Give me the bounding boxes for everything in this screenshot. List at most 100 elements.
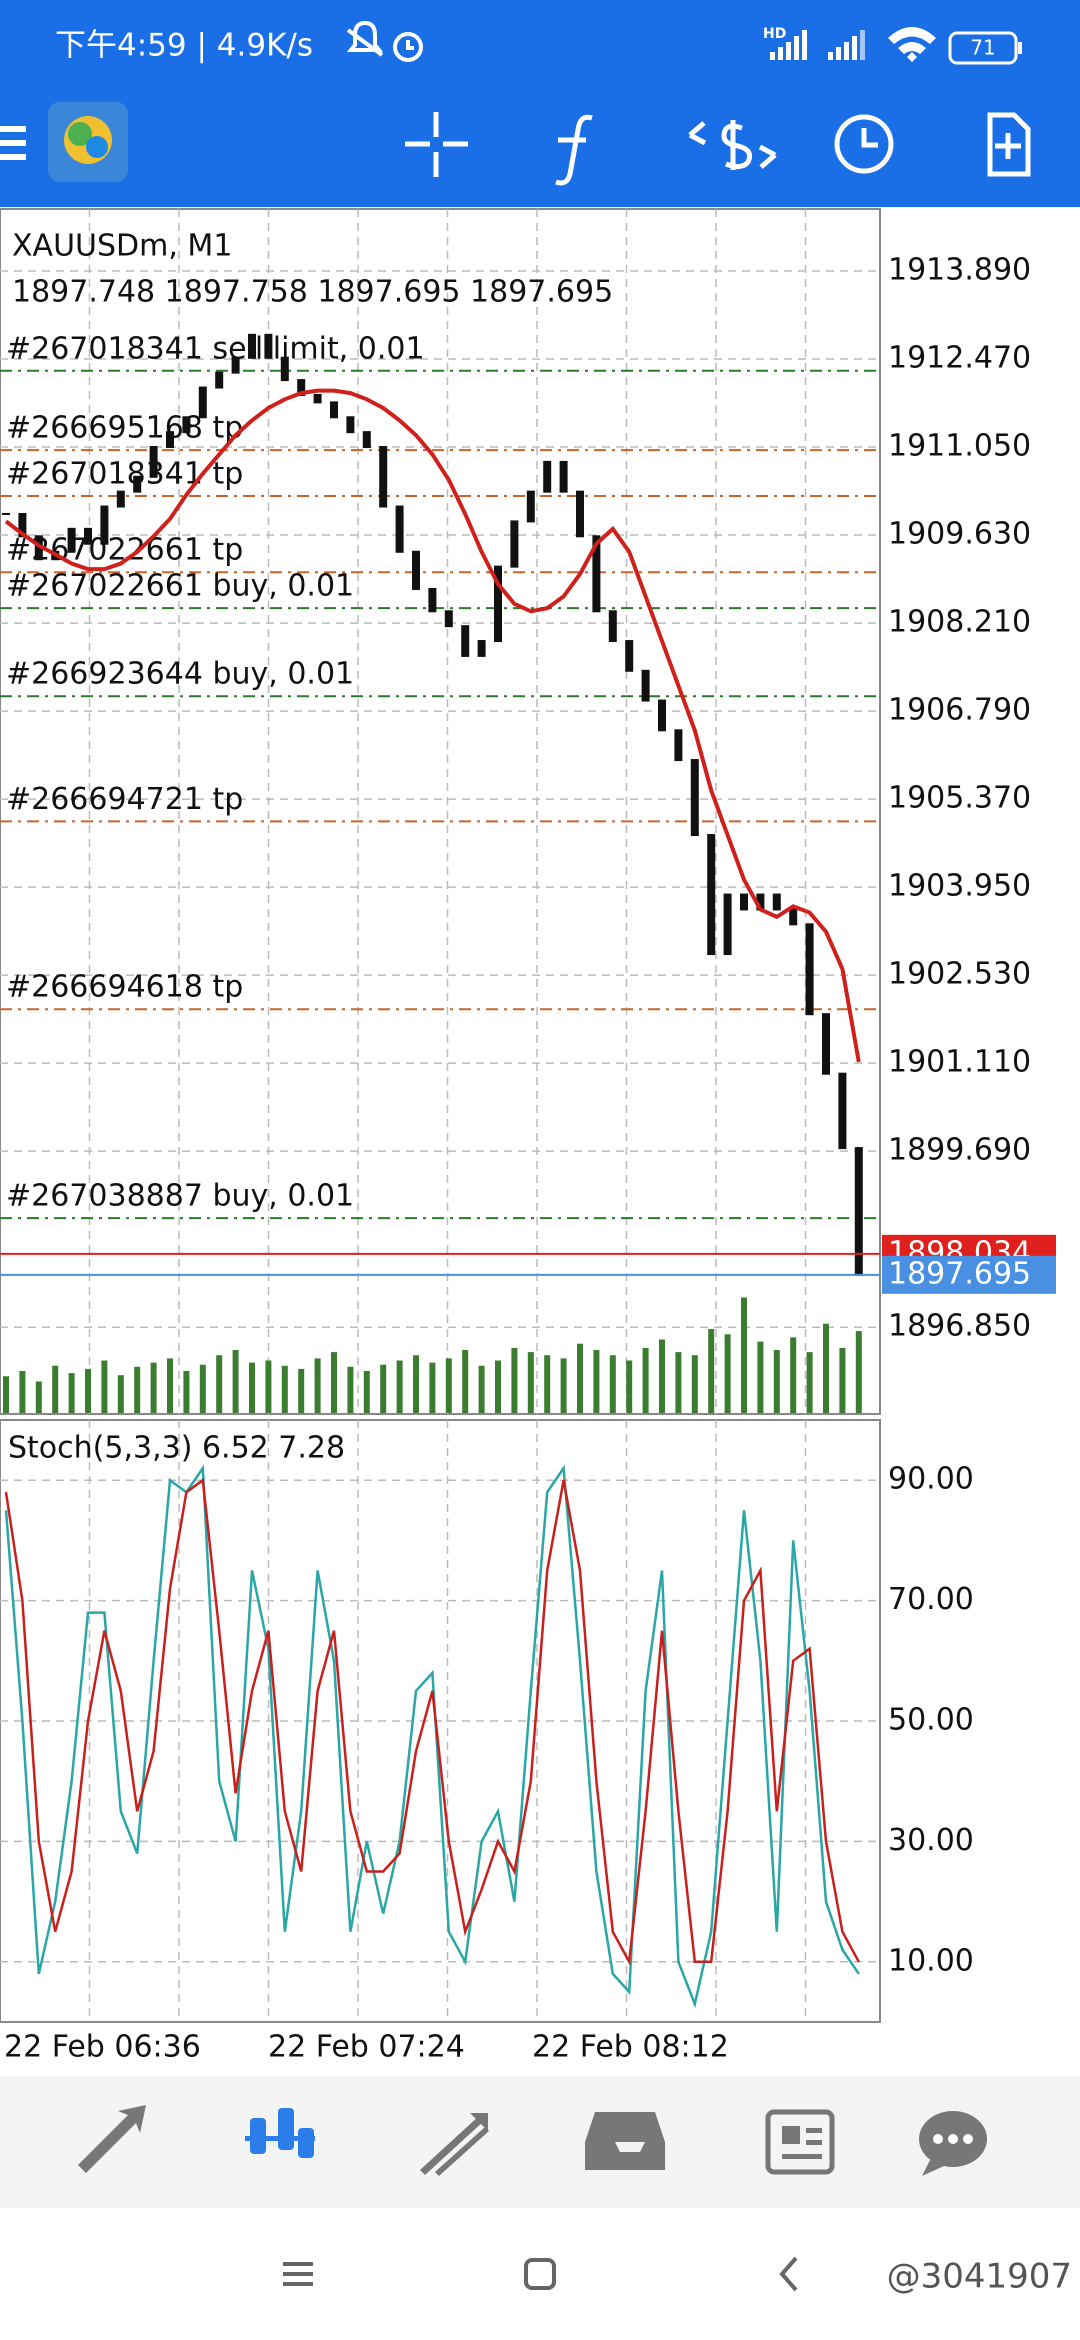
- candle: [789, 908, 798, 926]
- volume-bar: [314, 1358, 321, 1413]
- indicator-button[interactable]: [555, 114, 593, 186]
- candle: [379, 446, 388, 508]
- nav-quotes[interactable]: [78, 2105, 146, 2173]
- x-tick-label: 22 Feb 08:12: [532, 2030, 729, 2065]
- home-button[interactable]: [524, 2258, 556, 2290]
- candle: [149, 446, 158, 478]
- nav-trade[interactable]: [420, 2113, 489, 2176]
- y-tick-label: 1905.370: [888, 781, 1031, 816]
- volume-bar: [68, 1373, 75, 1413]
- candle: [313, 393, 322, 404]
- y-tick-label: 1911.050: [888, 429, 1031, 464]
- volume-bar: [117, 1375, 124, 1413]
- candle: [707, 834, 716, 956]
- volume-bar: [413, 1355, 419, 1413]
- volume-bar: [708, 1329, 715, 1413]
- volume-bar: [396, 1360, 403, 1413]
- candle: [297, 379, 306, 396]
- candle: [280, 356, 289, 382]
- volume-bar: [232, 1350, 239, 1413]
- candle: [822, 1013, 830, 1075]
- candle: [625, 640, 634, 672]
- volume-bar: [331, 1352, 337, 1413]
- nav-chart[interactable]: [245, 2108, 315, 2158]
- order-label: #267022661 buy, 0.01: [6, 569, 354, 604]
- price-box: [882, 1255, 1056, 1294]
- volume-bar: [855, 1331, 862, 1413]
- volume-bar: [167, 1358, 173, 1413]
- volume-bar: [35, 1381, 42, 1413]
- candle: [84, 527, 92, 545]
- stoch-line: [4, 1477, 860, 1966]
- volume-bar: [281, 1365, 288, 1413]
- candle: [477, 640, 486, 657]
- candle: [133, 475, 142, 493]
- y-tick-label: 1901.110: [888, 1045, 1031, 1080]
- candle: [592, 535, 601, 613]
- volume-bar: [249, 1362, 255, 1413]
- crosshair-button[interactable]: [405, 112, 468, 177]
- candle: [756, 893, 765, 911]
- volume-bar: [429, 1362, 436, 1413]
- volume-bar: [134, 1366, 141, 1413]
- candle: [690, 759, 699, 837]
- volume-bar: [577, 1343, 583, 1413]
- volume-bar: [85, 1368, 91, 1413]
- order-label: #266694721 tp: [6, 782, 243, 817]
- candle: [559, 460, 568, 493]
- nav-icons: [78, 2105, 987, 2176]
- volume-bar: [150, 1362, 157, 1413]
- volume-bar: [593, 1350, 600, 1413]
- volume-bar: [19, 1371, 26, 1413]
- volume-bar: [199, 1364, 206, 1413]
- status-icons: [346, 20, 423, 62]
- volume-bar: [478, 1365, 485, 1413]
- back-button[interactable]: [779, 2256, 798, 2292]
- price-label: 1897.695: [888, 1256, 1031, 1291]
- nav-chat[interactable]: [919, 2111, 987, 2176]
- y-tick-label: 1896.850: [888, 1309, 1031, 1344]
- volume-bar: [3, 1376, 9, 1413]
- signal-icons: [770, 27, 936, 62]
- y-tick-label: 90.00: [888, 1462, 974, 1497]
- candle: [116, 490, 125, 508]
- candle: [494, 565, 502, 643]
- volume-bar: [544, 1355, 551, 1413]
- candle: [100, 505, 109, 545]
- nav-news[interactable]: [765, 2109, 835, 2175]
- quote-label: 1897.748 1897.758 1897.695 1897.695: [12, 275, 613, 310]
- order-label: #267018341 sell limit, 0.01: [6, 331, 425, 366]
- x-tick-label: 22 Feb 07:24: [268, 2030, 465, 2065]
- volume-bar: [691, 1355, 698, 1413]
- history-button[interactable]: [834, 114, 894, 174]
- watermark: @3041907: [887, 2257, 1072, 2297]
- volume-bar: [265, 1360, 272, 1413]
- volume-bar: [790, 1337, 797, 1413]
- candle: [526, 490, 535, 523]
- y-tick-label: 1913.890: [888, 252, 1031, 287]
- candle: [362, 431, 371, 449]
- menu-button[interactable]: [0, 126, 26, 160]
- volume-bar: [560, 1358, 567, 1413]
- y-tick-label: 1912.470: [888, 341, 1031, 376]
- moving-average: [4, 388, 861, 1063]
- trade-button[interactable]: [688, 120, 777, 170]
- candle: [510, 520, 519, 568]
- candle: [723, 893, 732, 956]
- nav-history[interactable]: [585, 2112, 665, 2170]
- recents-button[interactable]: [283, 2262, 313, 2286]
- candle: [854, 1147, 863, 1276]
- candle: [215, 371, 224, 389]
- volume-bar: [626, 1360, 633, 1413]
- volume-bar: [773, 1350, 780, 1413]
- app-icon[interactable]: [48, 102, 128, 182]
- volume-bar: [675, 1352, 682, 1413]
- order-label: #266694618 tp: [6, 970, 243, 1005]
- volume-bar: [462, 1350, 469, 1413]
- volume-bar: [347, 1366, 354, 1413]
- new-order-button[interactable]: [987, 112, 1031, 177]
- order-label: #266923644 buy, 0.01: [6, 657, 354, 692]
- system-nav: [283, 2256, 798, 2292]
- indicator-title: Stoch(5,3,3) 6.52 7.28: [8, 1431, 345, 1466]
